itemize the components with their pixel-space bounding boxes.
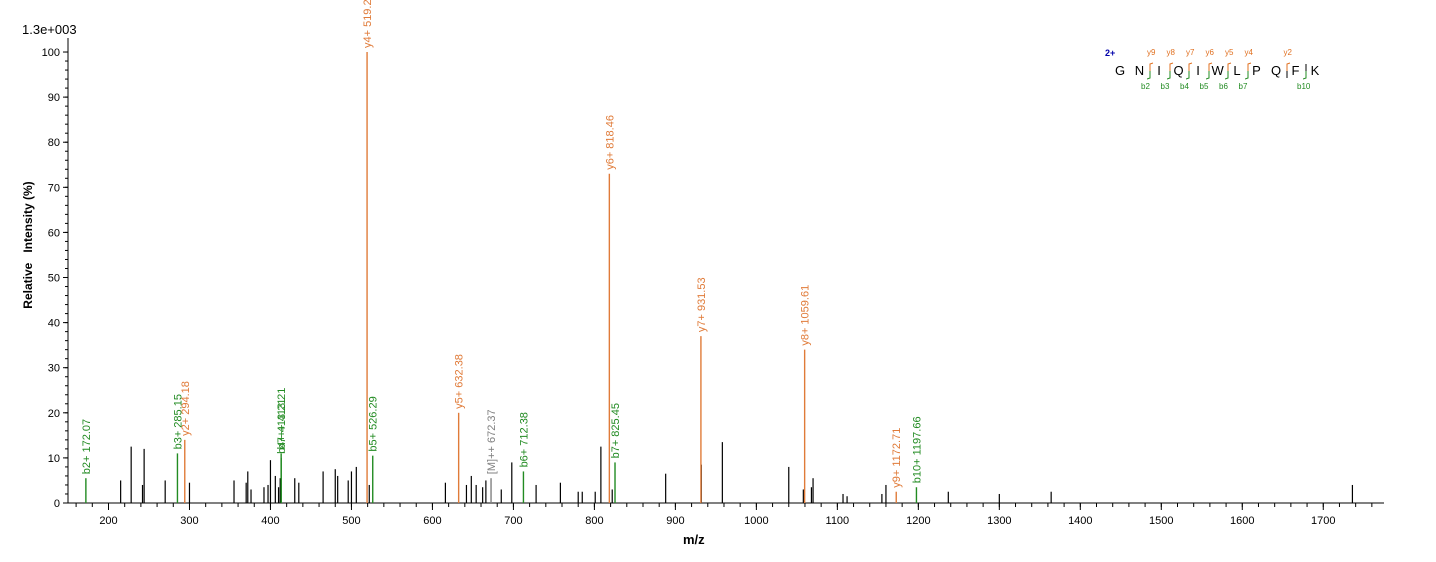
- x-axis-label: m/z: [683, 532, 705, 547]
- peak-label: b7+ 825.45: [610, 403, 622, 458]
- peptide-residue: Q: [1173, 63, 1184, 78]
- x-tick-label: 800: [585, 515, 603, 527]
- x-tick-label: 1000: [744, 515, 768, 527]
- y-ion-marker: y6: [1205, 48, 1214, 57]
- y-tick-label: 40: [48, 318, 60, 330]
- x-tick-label: 900: [666, 515, 684, 527]
- peak-label: y2+ 294.18: [180, 381, 192, 436]
- cleavage-mark: [1244, 62, 1252, 80]
- x-tick-label: 200: [99, 515, 117, 527]
- y-tick-label: 80: [48, 137, 60, 149]
- peak-label: y7+ 931.53: [696, 277, 708, 332]
- precursor-charge: 2+: [1105, 48, 1116, 58]
- peak-label: y8+ 1059.61: [800, 285, 812, 346]
- peptide-residue: P: [1252, 63, 1261, 78]
- y-ion-marker: y9: [1147, 48, 1156, 57]
- y-tick-label: 100: [42, 47, 60, 59]
- x-tick-label: 1700: [1311, 515, 1335, 527]
- y-ion-marker: y4: [1244, 48, 1253, 57]
- peptide-residue: I: [1196, 63, 1200, 78]
- y-ion-marker: y8: [1166, 48, 1175, 57]
- peak-label: y9+ 1172.71: [891, 428, 903, 488]
- peak-label: b3+ 285.15: [172, 394, 184, 449]
- y-tick-label: 70: [48, 182, 60, 194]
- peak-label: b6+ 712.38: [518, 412, 530, 467]
- peptide-residue: N: [1134, 63, 1145, 78]
- intensity-scale-label: 1.3e+003: [22, 22, 77, 37]
- peptide-residue: K: [1310, 63, 1320, 78]
- x-tick-label: 700: [504, 515, 522, 527]
- cleavage-mark: [1224, 62, 1232, 80]
- cleavage-mark: [1146, 62, 1154, 80]
- x-tick-label: 300: [180, 515, 198, 527]
- peptide-residue: Q: [1270, 63, 1282, 78]
- b-ion-marker: b7: [1238, 82, 1248, 91]
- b-ion-marker: b10: [1297, 82, 1311, 91]
- cleavage-mark: [1166, 62, 1174, 80]
- peak-label: b4+ 413.21: [276, 399, 288, 454]
- peptide-residue: W: [1211, 63, 1224, 78]
- x-tick-label: 1100: [826, 515, 850, 527]
- x-tick-label: 1200: [906, 515, 930, 527]
- y-tick-label: 30: [48, 363, 60, 375]
- peptide-residue: L: [1233, 63, 1241, 78]
- b-ion-marker: b4: [1180, 82, 1189, 91]
- y-tick-label: 60: [48, 227, 60, 239]
- peptide-residue: I: [1157, 63, 1161, 78]
- peptide-residue: F: [1291, 63, 1300, 78]
- peak-label: y6+ 818.46: [604, 115, 616, 170]
- cleavage-mark: [1302, 62, 1310, 80]
- y-tick-label: 90: [48, 92, 60, 104]
- x-tick-label: 1400: [1068, 515, 1092, 527]
- b-ion-marker: b2: [1141, 82, 1150, 91]
- peak-label: [M]++ 672.37: [486, 409, 498, 474]
- peak-label: b5+ 526.29: [368, 396, 380, 451]
- y-tick-label: 10: [48, 453, 60, 465]
- x-tick-label: 600: [423, 515, 441, 527]
- b-ion-marker: b6: [1219, 82, 1228, 91]
- y-tick-label: 0: [54, 498, 60, 510]
- peak-label: b10+ 1197.66: [911, 416, 923, 483]
- x-tick-label: 1600: [1230, 515, 1254, 527]
- peak-label: y4+ 519.29: [362, 0, 374, 48]
- b-ion-marker: b3: [1160, 82, 1170, 91]
- y-tick-label: 50: [48, 273, 60, 285]
- y-ion-marker: y7: [1186, 48, 1195, 57]
- y-ion-marker: y5: [1225, 48, 1234, 57]
- y-ion-marker: y2: [1283, 48, 1292, 57]
- x-tick-label: 1500: [1149, 515, 1173, 527]
- b-ion-marker: b5: [1199, 82, 1209, 91]
- peptide-residue: G: [1114, 63, 1126, 78]
- cleavage-mark: [1185, 62, 1193, 80]
- cleavage-mark: [1205, 62, 1213, 80]
- x-tick-label: 1300: [987, 515, 1011, 527]
- cleavage-mark: [1284, 62, 1291, 80]
- x-tick-label: 500: [342, 515, 360, 527]
- peak-label: y5+ 632.38: [454, 354, 466, 409]
- x-tick-label: 400: [261, 515, 279, 527]
- y-tick-label: 20: [48, 408, 60, 420]
- peak-label: b7++ 413.21: [276, 388, 288, 450]
- peak-label: b2+ 172.07: [81, 419, 93, 474]
